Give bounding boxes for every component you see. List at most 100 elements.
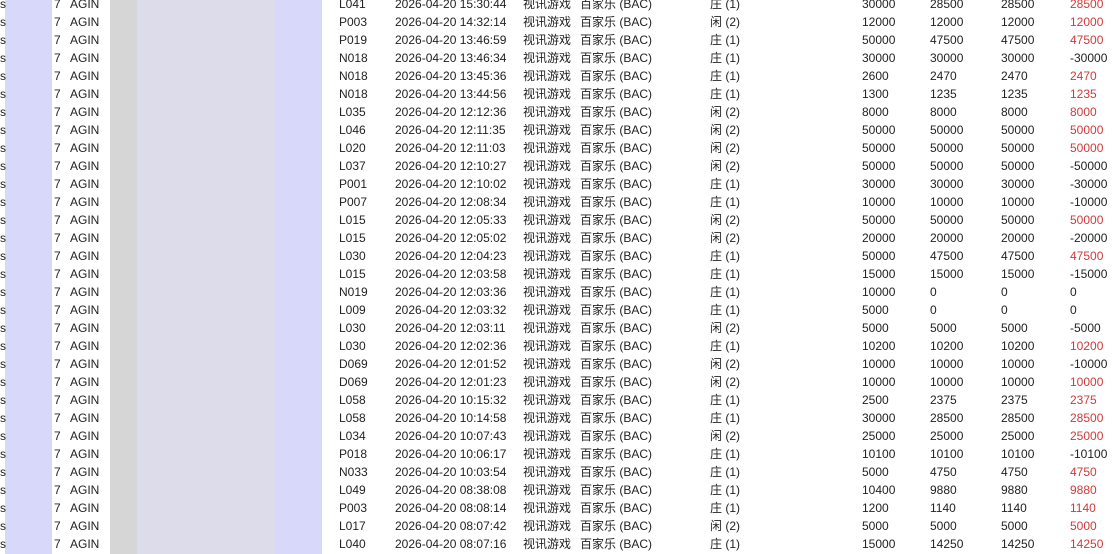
table-row[interactable]: s 7 AGIN L041 2026-04-20 15:30:44 视讯游戏 百家乐 (BA… [0,0,1120,13]
table-row[interactable]: s 7 AGIN L046 2026-04-20 12:11:35 视讯游戏 百家乐 (BA… [0,121,1120,139]
prefix-cell: s [0,177,6,191]
category-cell: 视讯游戏 [523,501,572,515]
bet-side-cell: 庄 (1) [710,465,741,479]
valid-amount-cell: 50000 [930,141,964,155]
bet-side-cell: 庄 (1) [710,411,741,425]
settled-amount-cell: 14250 [1001,537,1035,551]
table-row[interactable]: s 7 AGIN P003 2026-04-20 14:32:14 视讯游戏 百家乐 (BA… [0,13,1120,31]
bet-time-cell: 2026-04-20 12:01:23 [395,375,507,389]
table-row[interactable]: s 7 AGIN L040 2026-04-20 08:07:16 视讯游戏 百家乐 (BA… [0,535,1120,553]
table-row[interactable]: s 7 AGIN P018 2026-04-20 10:06:17 视讯游戏 百家乐 (BA… [0,445,1120,463]
bet-time-cell: 2026-04-20 12:03:11 [395,321,506,335]
table-row[interactable]: s 7 AGIN L058 2026-04-20 10:14:58 视讯游戏 百家乐 (BA… [0,409,1120,427]
platform-cell: AGIN [70,429,100,443]
table-row[interactable]: s 7 AGIN L009 2026-04-20 12:03:32 视讯游戏 百家乐 (BA… [0,301,1120,319]
prefix-cell: s [0,0,6,11]
category-cell: 视讯游戏 [523,123,572,137]
bet-amount-cell: 15000 [862,267,896,281]
game-cell: 百家乐 (BAC) [580,159,653,173]
bet-time-cell: 2026-04-20 12:10:27 [395,159,507,173]
valid-amount-cell: 50000 [930,213,964,227]
category-cell: 视讯游戏 [523,321,572,335]
table-code-cell: L040 [339,537,366,551]
win-loss-cell: 50000 [1070,123,1104,137]
table-row[interactable]: s 7 AGIN L030 2026-04-20 12:04:23 视讯游戏 百家乐 (BA… [0,247,1120,265]
table-row[interactable]: s 7 AGIN L037 2026-04-20 12:10:27 视讯游戏 百家乐 (BA… [0,157,1120,175]
bet-side-cell: 庄 (1) [710,501,741,515]
prefix-cell: s [0,357,6,371]
table-row[interactable]: s 7 AGIN L049 2026-04-20 08:38:08 视讯游戏 百家乐 (BA… [0,481,1120,499]
table-row[interactable]: s 7 AGIN L017 2026-04-20 08:07:42 视讯游戏 百家乐 (BA… [0,517,1120,535]
table-row[interactable]: s 7 AGIN L034 2026-04-20 10:07:43 视讯游戏 百家乐 (BA… [0,427,1120,445]
bet-side-cell: 闲 (2) [710,357,741,371]
platform-cell: AGIN [70,501,100,515]
bet-amount-cell: 2500 [862,393,889,407]
table-row[interactable]: s 7 AGIN P007 2026-04-20 12:08:34 视讯游戏 百家乐 (BA… [0,193,1120,211]
table-row[interactable]: s 7 AGIN P019 2026-04-20 13:46:59 视讯游戏 百家乐 (BA… [0,31,1120,49]
table-row[interactable]: s 7 AGIN L015 2026-04-20 12:05:02 视讯游戏 百家乐 (BA… [0,229,1120,247]
table-row[interactable]: s 7 AGIN L020 2026-04-20 12:11:03 视讯游戏 百家乐 (BA… [0,139,1120,157]
bet-amount-cell: 50000 [862,123,896,137]
settled-amount-cell: 28500 [1001,411,1035,425]
category-cell: 视讯游戏 [523,447,572,461]
table-row[interactable]: s 7 AGIN P003 2026-04-20 08:08:14 视讯游戏 百家乐 (BA… [0,499,1120,517]
bet-amount-cell: 10000 [862,357,896,371]
bet-time-cell: 2026-04-20 12:03:36 [395,285,507,299]
table-row[interactable]: s 7 AGIN L030 2026-04-20 12:03:11 视讯游戏 百家乐 (BA… [0,319,1120,337]
table-row[interactable]: s 7 AGIN N033 2026-04-20 10:03:54 视讯游戏 百家乐 (BA… [0,463,1120,481]
win-loss-cell: 8000 [1070,105,1097,119]
table-row[interactable]: s 7 AGIN L030 2026-04-20 12:02:36 视讯游戏 百家乐 (BA… [0,337,1120,355]
valid-amount-cell: 30000 [930,51,964,65]
valid-amount-cell: 47500 [930,33,964,47]
table-row[interactable]: s 7 AGIN L015 2026-04-20 12:03:58 视讯游戏 百家乐 (BA… [0,265,1120,283]
settled-amount-cell: 50000 [1001,159,1035,173]
platform-cell: AGIN [70,69,100,83]
bet-side-cell: 庄 (1) [710,393,741,407]
table-row[interactable]: s 7 AGIN N018 2026-04-20 13:45:36 视讯游戏 百家乐 (BA… [0,67,1120,85]
game-cell: 百家乐 (BAC) [580,51,653,65]
table-row[interactable]: s 7 AGIN L058 2026-04-20 10:15:32 视讯游戏 百家乐 (BA… [0,391,1120,409]
win-loss-cell: 10000 [1070,375,1104,389]
win-loss-cell: -10000 [1070,357,1108,371]
table-row[interactable]: s 7 AGIN D069 2026-04-20 12:01:23 视讯游戏 百家乐 (BA… [0,373,1120,391]
table-code-cell: L049 [339,483,366,497]
table-code-cell: N019 [339,285,368,299]
bet-time-cell: 2026-04-20 12:03:58 [395,267,507,281]
table-row[interactable]: s 7 AGIN L035 2026-04-20 12:12:36 视讯游戏 百家乐 (BA… [0,103,1120,121]
bet-side-cell: 闲 (2) [710,231,741,245]
category-cell: 视讯游戏 [523,51,572,65]
table-code-cell: L017 [339,519,366,533]
game-cell: 百家乐 (BAC) [580,411,653,425]
game-cell: 百家乐 (BAC) [580,195,653,209]
bet-amount-cell: 25000 [862,429,896,443]
platform-cell: AGIN [70,195,100,209]
settled-amount-cell: 8000 [1001,105,1028,119]
game-cell: 百家乐 (BAC) [580,357,653,371]
table-code-cell: P001 [339,177,368,191]
table-row[interactable]: s 7 AGIN P001 2026-04-20 12:10:02 视讯游戏 百家乐 (BA… [0,175,1120,193]
table-row[interactable]: s 7 AGIN D069 2026-04-20 12:01:52 视讯游戏 百家乐 (BA… [0,355,1120,373]
table-row[interactable]: s 7 AGIN N019 2026-04-20 12:03:36 视讯游戏 百家乐 (BA… [0,283,1120,301]
prefix-cell: s [0,519,6,533]
bet-time-cell: 2026-04-20 10:15:32 [395,393,507,407]
table-row[interactable]: s 7 AGIN N018 2026-04-20 13:46:34 视讯游戏 百家乐 (BA… [0,49,1120,67]
settled-amount-cell: 10000 [1001,195,1035,209]
category-cell: 视讯游戏 [523,231,572,245]
game-cell: 百家乐 (BAC) [580,87,653,101]
bet-side-cell: 庄 (1) [710,285,741,299]
bet-amount-cell: 50000 [862,141,896,155]
bet-amount-cell: 50000 [862,249,896,263]
bet-side-cell: 庄 (1) [710,69,741,83]
bet-time-cell: 2026-04-20 12:05:02 [395,231,507,245]
category-cell: 视讯游戏 [523,87,572,101]
settled-amount-cell: 1140 [1001,501,1027,515]
win-loss-cell: -15000 [1070,267,1108,281]
id-suffix-cell: 7 [54,267,61,281]
id-suffix-cell: 7 [54,465,61,479]
bet-time-cell: 2026-04-20 13:45:36 [395,69,507,83]
category-cell: 视讯游戏 [523,0,572,11]
game-cell: 百家乐 (BAC) [580,303,653,317]
prefix-cell: s [0,105,6,119]
table-row[interactable]: s 7 AGIN L015 2026-04-20 12:05:33 视讯游戏 百家乐 (BA… [0,211,1120,229]
table-row[interactable]: s 7 AGIN N018 2026-04-20 13:44:56 视讯游戏 百家乐 (BA… [0,85,1120,103]
